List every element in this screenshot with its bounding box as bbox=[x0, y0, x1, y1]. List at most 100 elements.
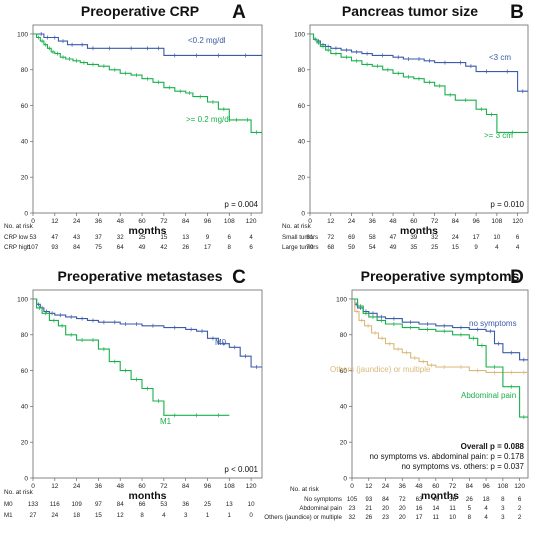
risk-cell: 25 bbox=[431, 244, 438, 251]
risk-cell: 27 bbox=[30, 512, 37, 519]
risk-row-label: No symptoms bbox=[304, 496, 342, 503]
p-value: no symptoms vs. others: p = 0.037 bbox=[401, 462, 524, 471]
series-label: <3 cm bbox=[489, 53, 511, 62]
risk-cell: 15 bbox=[95, 512, 102, 519]
x-tick-label: 36 bbox=[399, 483, 407, 490]
risk-cell: 53 bbox=[160, 501, 167, 508]
risk-cell: 1 bbox=[206, 512, 210, 519]
series-line-1 bbox=[352, 298, 528, 373]
x-tick-label: 48 bbox=[389, 218, 397, 225]
x-tick-label: 12 bbox=[327, 218, 335, 225]
x-tick-label: 108 bbox=[224, 483, 235, 490]
risk-cell: 20 bbox=[382, 505, 389, 512]
y-tick-label: 80 bbox=[21, 67, 29, 74]
y-tick-label: 20 bbox=[21, 174, 29, 181]
y-tick-label: 80 bbox=[340, 332, 348, 339]
x-tick-label: 36 bbox=[95, 218, 103, 225]
risk-cell: 26 bbox=[466, 496, 473, 503]
risk-row-label: Small tumors bbox=[282, 234, 318, 241]
x-tick-label: 12 bbox=[51, 483, 59, 490]
risk-cell: 6 bbox=[249, 244, 253, 251]
risk-cell: 13 bbox=[182, 234, 189, 241]
x-tick-label: 72 bbox=[160, 483, 168, 490]
risk-cell: 116 bbox=[50, 501, 60, 508]
risk-table-header: No. at risk bbox=[4, 223, 34, 230]
x-tick-label: 48 bbox=[415, 483, 423, 490]
risk-cell: 35 bbox=[410, 244, 417, 251]
risk-cell: 105 bbox=[347, 496, 358, 503]
risk-cell: 8 bbox=[468, 514, 472, 521]
risk-cell: 26 bbox=[365, 514, 372, 521]
plot-area bbox=[32, 24, 263, 214]
x-tick-label: 60 bbox=[138, 218, 146, 225]
x-tick-label: 120 bbox=[514, 483, 525, 490]
y-tick-label: 60 bbox=[21, 368, 29, 375]
y-tick-label: 20 bbox=[21, 439, 29, 446]
risk-cell: 1 bbox=[228, 512, 232, 519]
series-label: >= 0.2 mg/dl bbox=[186, 115, 231, 124]
panel-letter: A bbox=[232, 2, 246, 23]
p-value: p = 0.010 bbox=[490, 200, 524, 209]
x-tick-label: 12 bbox=[51, 218, 59, 225]
chart-title: Preoperative symptoms bbox=[361, 268, 520, 284]
x-tick-label: 120 bbox=[512, 218, 523, 225]
risk-cell: 97 bbox=[95, 501, 102, 508]
panel-letter: D bbox=[510, 267, 524, 288]
x-tick-label: 24 bbox=[382, 483, 390, 490]
risk-row-label: Abdominal pain bbox=[299, 505, 342, 512]
risk-cell: 13 bbox=[226, 501, 233, 508]
risk-row-label: Others (jaundice) or multiple bbox=[264, 514, 342, 521]
y-tick-label: 0 bbox=[24, 475, 28, 482]
chart-title: Preoperative CRP bbox=[81, 3, 199, 19]
risk-cell: 23 bbox=[382, 514, 389, 521]
risk-cell: 32 bbox=[117, 234, 124, 241]
x-tick-label: 60 bbox=[410, 218, 418, 225]
risk-cell: 12 bbox=[117, 512, 124, 519]
y-tick-label: 0 bbox=[301, 210, 305, 217]
risk-cell: 11 bbox=[433, 514, 440, 521]
risk-cell: 17 bbox=[204, 244, 211, 251]
risk-cell: 8 bbox=[501, 496, 505, 503]
risk-row-label: Large tumors bbox=[282, 244, 318, 251]
x-tick-label: 84 bbox=[452, 218, 460, 225]
risk-cell: 24 bbox=[452, 234, 459, 241]
risk-row-label: M0 bbox=[4, 501, 13, 508]
risk-cell: 47 bbox=[390, 234, 397, 241]
risk-cell: 4 bbox=[484, 514, 488, 521]
risk-cell: 14 bbox=[432, 505, 439, 512]
risk-table-header: No. at risk bbox=[290, 486, 320, 493]
risk-cell: 16 bbox=[416, 505, 423, 512]
risk-cell: 72 bbox=[327, 234, 334, 241]
x-tick-label: 0 bbox=[31, 218, 35, 225]
risk-cell: 32 bbox=[431, 234, 438, 241]
risk-cell: 49 bbox=[139, 244, 146, 251]
risk-cell: 3 bbox=[501, 514, 505, 521]
x-axis-label: months bbox=[421, 490, 459, 502]
p-value: Overall p = 0.088 bbox=[461, 442, 525, 451]
risk-table-header: No. at risk bbox=[4, 489, 34, 496]
risk-row-label: CRP low bbox=[4, 234, 28, 241]
panel-b: Pancreas tumor size B 0 20 40 60 80 100 0 12 24 36 4… bbox=[282, 2, 529, 251]
risk-cell: 6 bbox=[516, 234, 520, 241]
x-tick-label: 84 bbox=[182, 483, 190, 490]
risk-cell: 0 bbox=[249, 512, 253, 519]
risk-cell: 68 bbox=[327, 244, 334, 251]
x-axis-label: months bbox=[129, 490, 167, 502]
risk-cell: 8 bbox=[140, 512, 144, 519]
risk-cell: 84 bbox=[382, 496, 389, 503]
risk-cell: 15 bbox=[160, 234, 167, 241]
risk-cell: 6 bbox=[518, 496, 522, 503]
series-line-0 bbox=[33, 298, 262, 368]
series-label: no symptoms bbox=[469, 319, 517, 328]
risk-cell: 25 bbox=[204, 501, 211, 508]
risk-cell: 20 bbox=[399, 514, 406, 521]
y-tick-label: 40 bbox=[21, 404, 29, 411]
x-tick-label: 96 bbox=[204, 218, 212, 225]
panel-letter: B bbox=[510, 2, 524, 23]
x-axis-label: months bbox=[129, 225, 167, 237]
x-tick-label: 120 bbox=[246, 218, 257, 225]
risk-cell: 93 bbox=[51, 244, 58, 251]
